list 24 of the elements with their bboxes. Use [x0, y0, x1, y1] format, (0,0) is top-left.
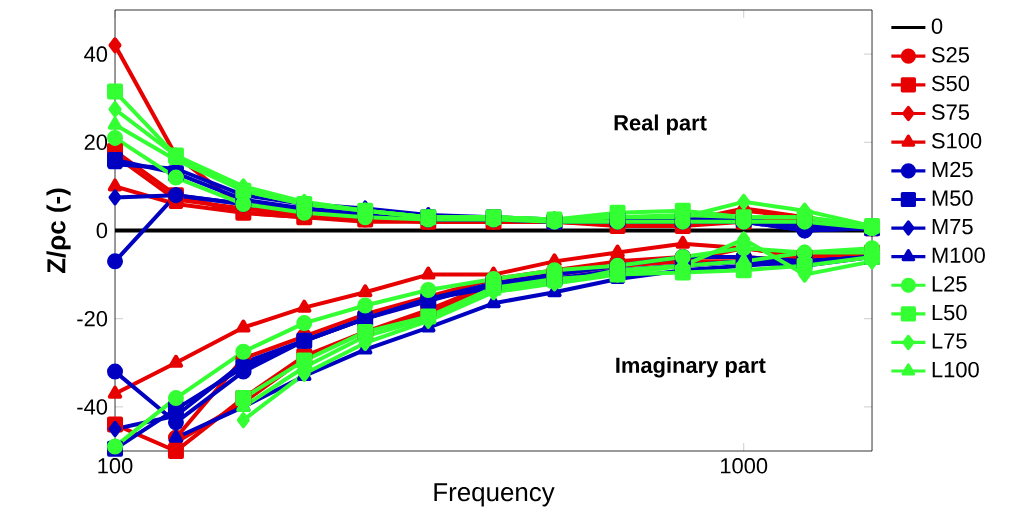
annotation: Imaginary part: [616, 356, 766, 378]
legend-label: L25: [932, 276, 967, 292]
legend-label: M25: [932, 161, 973, 178]
legend-label: L75: [932, 333, 967, 349]
legend-label: L100: [932, 361, 979, 378]
y-tick-label: -40: [77, 399, 108, 415]
legend-label: S100: [931, 133, 982, 149]
y-axis-title: Z/ρc (-): [46, 188, 71, 273]
y-tick-label: 0: [96, 222, 108, 239]
x-tick-label: 100: [98, 458, 133, 474]
x-axis-title: Frequency: [434, 483, 555, 507]
legend-label: M50: [932, 190, 973, 206]
y-tick-label: 20: [84, 134, 108, 151]
legend-label: M75: [932, 219, 973, 235]
y-tick-label: -20: [77, 310, 108, 327]
legend-label: S75: [931, 104, 970, 120]
legend-label: S50: [931, 75, 970, 92]
x-tick-label: 1000: [720, 458, 768, 474]
annotation: Real part: [614, 114, 707, 135]
legend-label: S25: [931, 47, 970, 63]
legend-label: 0: [931, 18, 943, 34]
legend-label: L50: [932, 304, 967, 321]
y-tick-label: 40: [84, 46, 108, 62]
legend-label: M100: [932, 247, 985, 263]
